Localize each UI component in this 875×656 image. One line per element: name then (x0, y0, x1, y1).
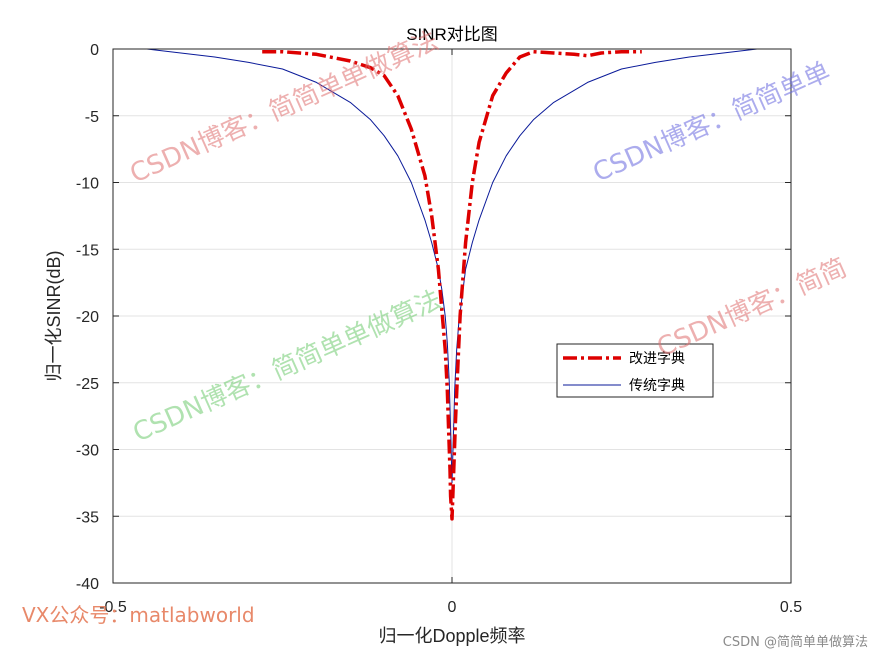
y-tick-label: 0 (90, 42, 99, 59)
tick-labels: -0.5 0 0.5 0 -5 -10 -15 -20 -25 -30 -35 -40 (76, 42, 802, 616)
y-tick-label: -10 (76, 176, 99, 193)
y-tick-label: -20 (76, 309, 99, 326)
y-tick-label: -5 (85, 109, 99, 126)
x-tick-label: 0 (448, 599, 457, 616)
footer-wechat: VX公众号：matlabworld (22, 603, 255, 627)
series-line-1 (262, 49, 642, 521)
chart-title: SINR对比图 (406, 25, 498, 44)
legend-label-series-1: 改进字典 (629, 351, 685, 367)
series-layer (113, 48, 791, 521)
y-tick-label: -15 (76, 242, 99, 259)
y-tick-label: -30 (76, 443, 99, 460)
x-tick-label: -0.5 (99, 599, 127, 616)
y-tick-label: -40 (76, 576, 99, 593)
x-axis-label: 归一化Dopple频率 (378, 626, 525, 646)
x-tick-label: 0.5 (780, 599, 802, 616)
y-axis-label: 归一化SINR(dB) (44, 250, 64, 381)
legend-label-series-2: 传统字典 (629, 378, 685, 394)
legend-box (556, 343, 714, 398)
footer-credit: CSDN @简简单单做算法 (723, 634, 868, 650)
tick-marks (112, 48, 792, 584)
legend: 改进字典 传统字典 (556, 343, 714, 398)
plot-area: -0.5 0 0.5 0 -5 -10 -15 -20 -25 -30 -35 -40 (76, 42, 802, 616)
y-tick-label: -35 (76, 509, 99, 526)
y-tick-label: -25 (76, 376, 99, 393)
